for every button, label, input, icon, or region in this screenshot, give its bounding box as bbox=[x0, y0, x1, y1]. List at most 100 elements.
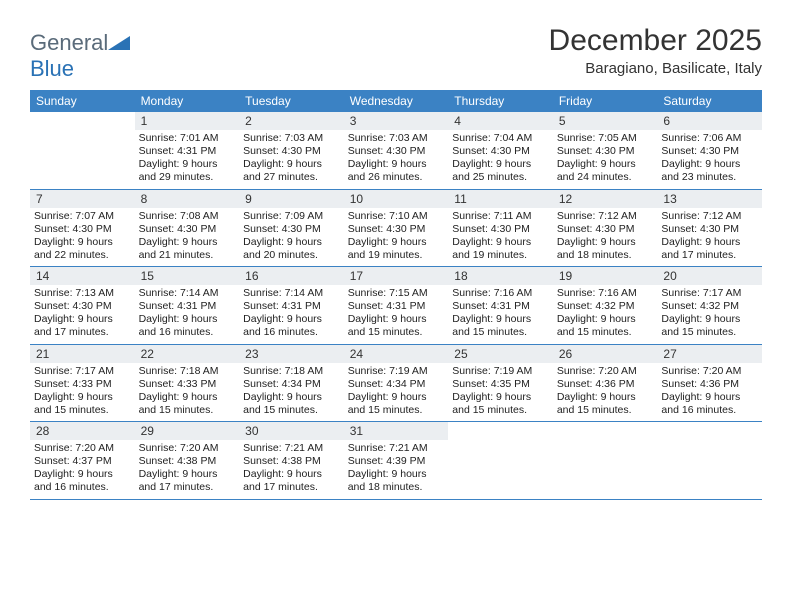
day-details: Sunrise: 7:06 AMSunset: 4:30 PMDaylight:… bbox=[657, 130, 762, 189]
day-details: Sunrise: 7:04 AMSunset: 4:30 PMDaylight:… bbox=[448, 130, 553, 189]
location-text: Baragiano, Basilicate, Italy bbox=[549, 60, 762, 77]
sunset-line: Sunset: 4:31 PM bbox=[139, 145, 236, 158]
day-number: 18 bbox=[448, 267, 553, 285]
sunset-line: Sunset: 4:30 PM bbox=[243, 145, 340, 158]
sunset-line: Sunset: 4:38 PM bbox=[139, 455, 236, 468]
day-details: Sunrise: 7:21 AMSunset: 4:39 PMDaylight:… bbox=[344, 440, 449, 499]
weekday-label: Saturday bbox=[657, 90, 762, 112]
sunrise-line: Sunrise: 7:18 AM bbox=[243, 365, 340, 378]
day-cell: 7Sunrise: 7:07 AMSunset: 4:30 PMDaylight… bbox=[30, 190, 135, 267]
daylight-line: Daylight: 9 hours and 15 minutes. bbox=[452, 313, 549, 339]
day-cell: 24Sunrise: 7:19 AMSunset: 4:34 PMDayligh… bbox=[344, 345, 449, 422]
daylight-line: Daylight: 9 hours and 16 minutes. bbox=[34, 468, 131, 494]
day-details: Sunrise: 7:17 AMSunset: 4:32 PMDaylight:… bbox=[657, 285, 762, 344]
day-number: 27 bbox=[657, 345, 762, 363]
sunrise-line: Sunrise: 7:19 AM bbox=[348, 365, 445, 378]
sunrise-line: Sunrise: 7:03 AM bbox=[348, 132, 445, 145]
sunset-line: Sunset: 4:30 PM bbox=[557, 145, 654, 158]
day-details: Sunrise: 7:17 AMSunset: 4:33 PMDaylight:… bbox=[30, 363, 135, 422]
sunrise-line: Sunrise: 7:14 AM bbox=[139, 287, 236, 300]
weekday-label: Tuesday bbox=[239, 90, 344, 112]
day-number: 16 bbox=[239, 267, 344, 285]
day-cell: 10Sunrise: 7:10 AMSunset: 4:30 PMDayligh… bbox=[344, 190, 449, 267]
sunrise-line: Sunrise: 7:01 AM bbox=[139, 132, 236, 145]
sunset-line: Sunset: 4:30 PM bbox=[452, 223, 549, 236]
day-details: Sunrise: 7:16 AMSunset: 4:32 PMDaylight:… bbox=[553, 285, 658, 344]
day-number: 9 bbox=[239, 190, 344, 208]
daylight-line: Daylight: 9 hours and 16 minutes. bbox=[661, 391, 758, 417]
sunrise-line: Sunrise: 7:10 AM bbox=[348, 210, 445, 223]
sunset-line: Sunset: 4:31 PM bbox=[139, 300, 236, 313]
day-cell: 15Sunrise: 7:14 AMSunset: 4:31 PMDayligh… bbox=[135, 267, 240, 344]
triangle-icon bbox=[108, 30, 130, 56]
sunset-line: Sunset: 4:34 PM bbox=[243, 378, 340, 391]
sunrise-line: Sunrise: 7:12 AM bbox=[557, 210, 654, 223]
sunset-line: Sunset: 4:30 PM bbox=[557, 223, 654, 236]
brand-logo: GeneralBlue bbox=[30, 24, 130, 82]
daylight-line: Daylight: 9 hours and 22 minutes. bbox=[34, 236, 131, 262]
day-cell: 13Sunrise: 7:12 AMSunset: 4:30 PMDayligh… bbox=[657, 190, 762, 267]
sunset-line: Sunset: 4:30 PM bbox=[348, 145, 445, 158]
day-cell: 6Sunrise: 7:06 AMSunset: 4:30 PMDaylight… bbox=[657, 112, 762, 189]
day-cell bbox=[657, 422, 762, 499]
sunrise-line: Sunrise: 7:06 AM bbox=[661, 132, 758, 145]
day-details: Sunrise: 7:03 AMSunset: 4:30 PMDaylight:… bbox=[239, 130, 344, 189]
daylight-line: Daylight: 9 hours and 25 minutes. bbox=[452, 158, 549, 184]
day-details: Sunrise: 7:18 AMSunset: 4:34 PMDaylight:… bbox=[239, 363, 344, 422]
sunset-line: Sunset: 4:30 PM bbox=[661, 145, 758, 158]
sunset-line: Sunset: 4:38 PM bbox=[243, 455, 340, 468]
title-block: December 2025 Baragiano, Basilicate, Ita… bbox=[549, 24, 762, 77]
sunset-line: Sunset: 4:37 PM bbox=[34, 455, 131, 468]
day-number: 11 bbox=[448, 190, 553, 208]
sunset-line: Sunset: 4:30 PM bbox=[348, 223, 445, 236]
day-details: Sunrise: 7:20 AMSunset: 4:37 PMDaylight:… bbox=[30, 440, 135, 499]
day-details: Sunrise: 7:09 AMSunset: 4:30 PMDaylight:… bbox=[239, 208, 344, 267]
daylight-line: Daylight: 9 hours and 15 minutes. bbox=[139, 391, 236, 417]
day-details: Sunrise: 7:20 AMSunset: 4:38 PMDaylight:… bbox=[135, 440, 240, 499]
day-cell: 11Sunrise: 7:11 AMSunset: 4:30 PMDayligh… bbox=[448, 190, 553, 267]
sunrise-line: Sunrise: 7:07 AM bbox=[34, 210, 131, 223]
day-cell: 28Sunrise: 7:20 AMSunset: 4:37 PMDayligh… bbox=[30, 422, 135, 499]
daylight-line: Daylight: 9 hours and 16 minutes. bbox=[139, 313, 236, 339]
daylight-line: Daylight: 9 hours and 15 minutes. bbox=[34, 391, 131, 417]
sunrise-line: Sunrise: 7:08 AM bbox=[139, 210, 236, 223]
week-row: 21Sunrise: 7:17 AMSunset: 4:33 PMDayligh… bbox=[30, 345, 762, 423]
sunset-line: Sunset: 4:30 PM bbox=[243, 223, 340, 236]
daylight-line: Daylight: 9 hours and 15 minutes. bbox=[557, 313, 654, 339]
day-cell: 12Sunrise: 7:12 AMSunset: 4:30 PMDayligh… bbox=[553, 190, 658, 267]
sunrise-line: Sunrise: 7:09 AM bbox=[243, 210, 340, 223]
day-cell: 8Sunrise: 7:08 AMSunset: 4:30 PMDaylight… bbox=[135, 190, 240, 267]
daylight-line: Daylight: 9 hours and 17 minutes. bbox=[243, 468, 340, 494]
month-year-title: December 2025 bbox=[549, 24, 762, 58]
day-number: 22 bbox=[135, 345, 240, 363]
week-row: 28Sunrise: 7:20 AMSunset: 4:37 PMDayligh… bbox=[30, 422, 762, 500]
sunset-line: Sunset: 4:30 PM bbox=[34, 300, 131, 313]
day-details: Sunrise: 7:16 AMSunset: 4:31 PMDaylight:… bbox=[448, 285, 553, 344]
day-cell: 25Sunrise: 7:19 AMSunset: 4:35 PMDayligh… bbox=[448, 345, 553, 422]
day-details: Sunrise: 7:18 AMSunset: 4:33 PMDaylight:… bbox=[135, 363, 240, 422]
daylight-line: Daylight: 9 hours and 15 minutes. bbox=[348, 391, 445, 417]
day-number: 2 bbox=[239, 112, 344, 130]
day-number: 13 bbox=[657, 190, 762, 208]
sunrise-line: Sunrise: 7:18 AM bbox=[139, 365, 236, 378]
sunset-line: Sunset: 4:35 PM bbox=[452, 378, 549, 391]
day-number: 12 bbox=[553, 190, 658, 208]
weeks-container: 1Sunrise: 7:01 AMSunset: 4:31 PMDaylight… bbox=[30, 112, 762, 500]
day-details: Sunrise: 7:21 AMSunset: 4:38 PMDaylight:… bbox=[239, 440, 344, 499]
weekday-label: Monday bbox=[135, 90, 240, 112]
day-cell: 19Sunrise: 7:16 AMSunset: 4:32 PMDayligh… bbox=[553, 267, 658, 344]
daylight-line: Daylight: 9 hours and 17 minutes. bbox=[139, 468, 236, 494]
calendar-page: GeneralBlue December 2025 Baragiano, Bas… bbox=[0, 0, 792, 510]
sunrise-line: Sunrise: 7:19 AM bbox=[452, 365, 549, 378]
sunset-line: Sunset: 4:30 PM bbox=[661, 223, 758, 236]
day-cell bbox=[448, 422, 553, 499]
daylight-line: Daylight: 9 hours and 15 minutes. bbox=[348, 313, 445, 339]
day-details: Sunrise: 7:05 AMSunset: 4:30 PMDaylight:… bbox=[553, 130, 658, 189]
daylight-line: Daylight: 9 hours and 26 minutes. bbox=[348, 158, 445, 184]
day-details: Sunrise: 7:19 AMSunset: 4:34 PMDaylight:… bbox=[344, 363, 449, 422]
sunrise-line: Sunrise: 7:20 AM bbox=[661, 365, 758, 378]
sunrise-line: Sunrise: 7:05 AM bbox=[557, 132, 654, 145]
sunset-line: Sunset: 4:32 PM bbox=[661, 300, 758, 313]
sunrise-line: Sunrise: 7:20 AM bbox=[34, 442, 131, 455]
day-details: Sunrise: 7:10 AMSunset: 4:30 PMDaylight:… bbox=[344, 208, 449, 267]
